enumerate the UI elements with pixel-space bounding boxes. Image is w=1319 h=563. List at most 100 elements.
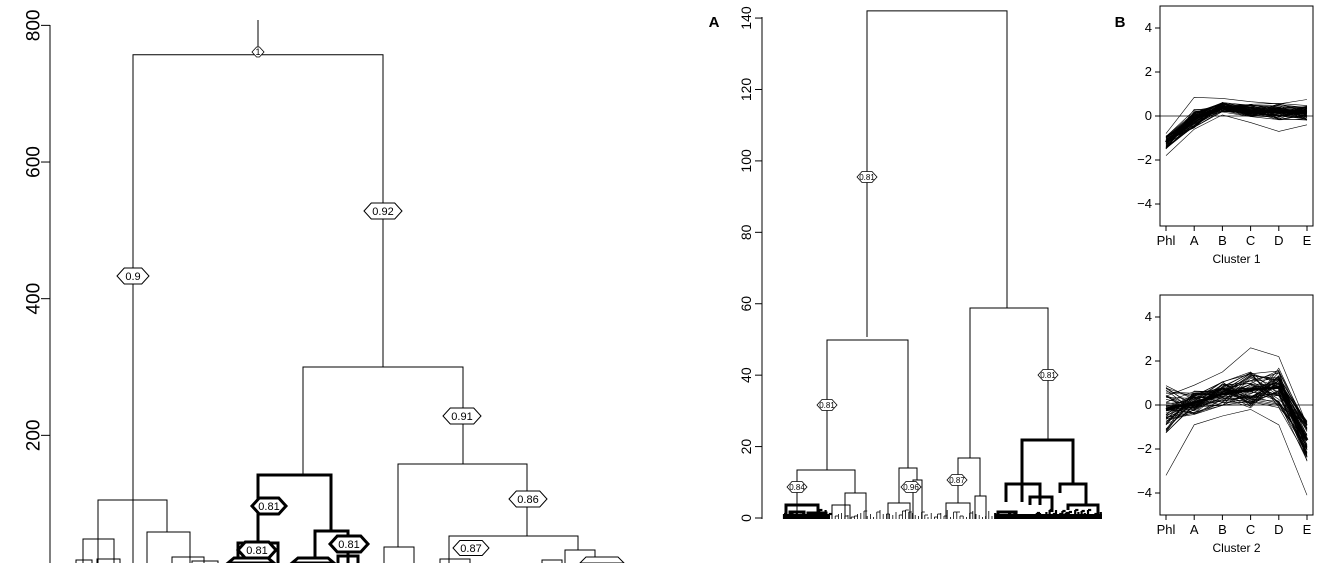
split-087 xyxy=(448,535,579,563)
y-tick-label: 120 xyxy=(738,78,754,102)
cluster-caption: Cluster 1 xyxy=(1212,252,1260,266)
y-tick-label: 20 xyxy=(738,439,754,455)
leaf-link xyxy=(383,546,415,563)
cluster-plot-1: 4 2 0 −2 −4 Phl A B C D E Cluster 1 xyxy=(1137,5,1314,266)
pvalue-label: 0.87 xyxy=(949,476,965,485)
left-sub xyxy=(97,499,168,563)
y-tick-label: 400 xyxy=(24,283,45,315)
bold-cluster xyxy=(256,473,333,563)
leaf-link xyxy=(439,558,471,563)
bold-split-21 xyxy=(1020,438,1075,502)
y-tick-label: 80 xyxy=(738,224,754,240)
leaf-link xyxy=(887,502,911,519)
y-tick-label: 4 xyxy=(1145,309,1152,324)
pvalue-label: 0.9 xyxy=(125,271,140,283)
pvalue-label: 0.81 xyxy=(819,401,835,410)
y-tick-label: 200 xyxy=(24,419,45,451)
leaf-link xyxy=(171,556,205,563)
series-core xyxy=(1165,105,1308,144)
series-line xyxy=(1165,105,1308,137)
pvalue-label-clipped xyxy=(579,556,625,563)
x-tick-label: D xyxy=(1274,233,1283,248)
y-tick-label: 0 xyxy=(1145,108,1152,123)
y-tick-label: 140 xyxy=(738,6,754,30)
series-line xyxy=(1165,398,1308,447)
split-59 xyxy=(969,307,1049,458)
series-line xyxy=(1165,96,1308,134)
y-tick-label: −4 xyxy=(1137,196,1152,211)
pvalue-label: 0.84 xyxy=(789,483,805,492)
pvalue-label-clipped xyxy=(289,556,337,563)
left-dendrogram: 200 400 600 800 1 0.9 0.92 0.91 0.86 0.81 0.87 0.81… xyxy=(24,10,625,563)
series-line xyxy=(1165,114,1308,156)
series-line xyxy=(1165,387,1308,445)
y-tick-label: 100 xyxy=(738,149,754,173)
bold-leaf-block xyxy=(996,514,1102,519)
split-13 xyxy=(796,469,856,513)
leaf-link xyxy=(75,559,93,563)
split-086 xyxy=(397,463,528,547)
pvalue-label-box xyxy=(327,534,371,554)
split-14 xyxy=(898,467,918,503)
series-line xyxy=(1165,367,1308,429)
bold-link xyxy=(1028,495,1054,512)
x-tick-label: C xyxy=(1246,522,1255,537)
pvalue-label: 0.81 xyxy=(258,501,279,513)
bold-leaf-block xyxy=(784,514,830,519)
series-line xyxy=(1165,347,1308,425)
y-tick-label: 800 xyxy=(24,10,45,42)
series-line xyxy=(1165,409,1308,496)
y-tick-label: 2 xyxy=(1145,64,1152,79)
y-tick-label: −2 xyxy=(1137,441,1152,456)
cluster-caption: Cluster 2 xyxy=(1212,541,1260,555)
pvalue-label-box xyxy=(251,46,265,58)
pvalue-label-box xyxy=(116,267,150,285)
leaf-link xyxy=(945,502,971,519)
y-tick-label: 40 xyxy=(738,367,754,383)
cluster-plot-2: 4 2 0 −2 −4 Phl A B C D E Cluster 2 xyxy=(1137,294,1314,555)
series-line xyxy=(1165,400,1308,425)
x-tick-label: A xyxy=(1190,233,1199,248)
pvalue-label-box xyxy=(452,540,490,556)
pvalue-label: 0.87 xyxy=(460,543,481,555)
pvalue-label: 0.91 xyxy=(451,411,472,423)
x-tick-label: Phl xyxy=(1157,233,1176,248)
leaf-link xyxy=(844,492,867,519)
bold-link xyxy=(1058,482,1088,505)
pvalue-label: 1 xyxy=(255,47,260,57)
y-tick-label: 0 xyxy=(1145,397,1152,412)
x-tick-label: B xyxy=(1218,233,1227,248)
x-tick-label: Phl xyxy=(1157,522,1176,537)
leaf-link xyxy=(82,538,115,563)
panel-letter-b: B xyxy=(1115,14,1126,31)
y-tick-label: 0 xyxy=(738,514,754,522)
bold-link xyxy=(336,554,360,563)
pvalue-label-box xyxy=(900,481,922,493)
pvalue-label-clipped xyxy=(225,556,277,563)
y-tick-label: 600 xyxy=(24,146,45,178)
series-line xyxy=(1165,378,1308,449)
leaf-link xyxy=(912,479,923,519)
pvalue-label-box xyxy=(363,202,403,220)
pvalue-label: 0.92 xyxy=(372,206,393,218)
pvalue-label: 0.96 xyxy=(903,483,919,492)
panel-letter-a: A xyxy=(709,14,720,31)
y-tick-label: 2 xyxy=(1145,353,1152,368)
leaf-link xyxy=(96,558,121,563)
x-tick-label: E xyxy=(1303,233,1312,248)
series-core xyxy=(1165,385,1309,441)
leaf-link xyxy=(831,504,851,519)
pvalue-label-box xyxy=(946,474,968,486)
pvalue-label: 0.86 xyxy=(517,494,538,506)
pvalue-label: 0.81 xyxy=(246,545,267,557)
series-line xyxy=(1165,391,1308,450)
y-tick-label: −2 xyxy=(1137,152,1152,167)
leaf-link xyxy=(974,495,987,519)
pvalue-label: 0.81 xyxy=(859,173,875,182)
pvalue-label-box xyxy=(508,490,548,508)
leaf-link xyxy=(541,559,563,563)
pvalue-label-box xyxy=(442,407,482,425)
pvalue-label-box xyxy=(786,481,808,493)
x-tick-label: D xyxy=(1274,522,1283,537)
